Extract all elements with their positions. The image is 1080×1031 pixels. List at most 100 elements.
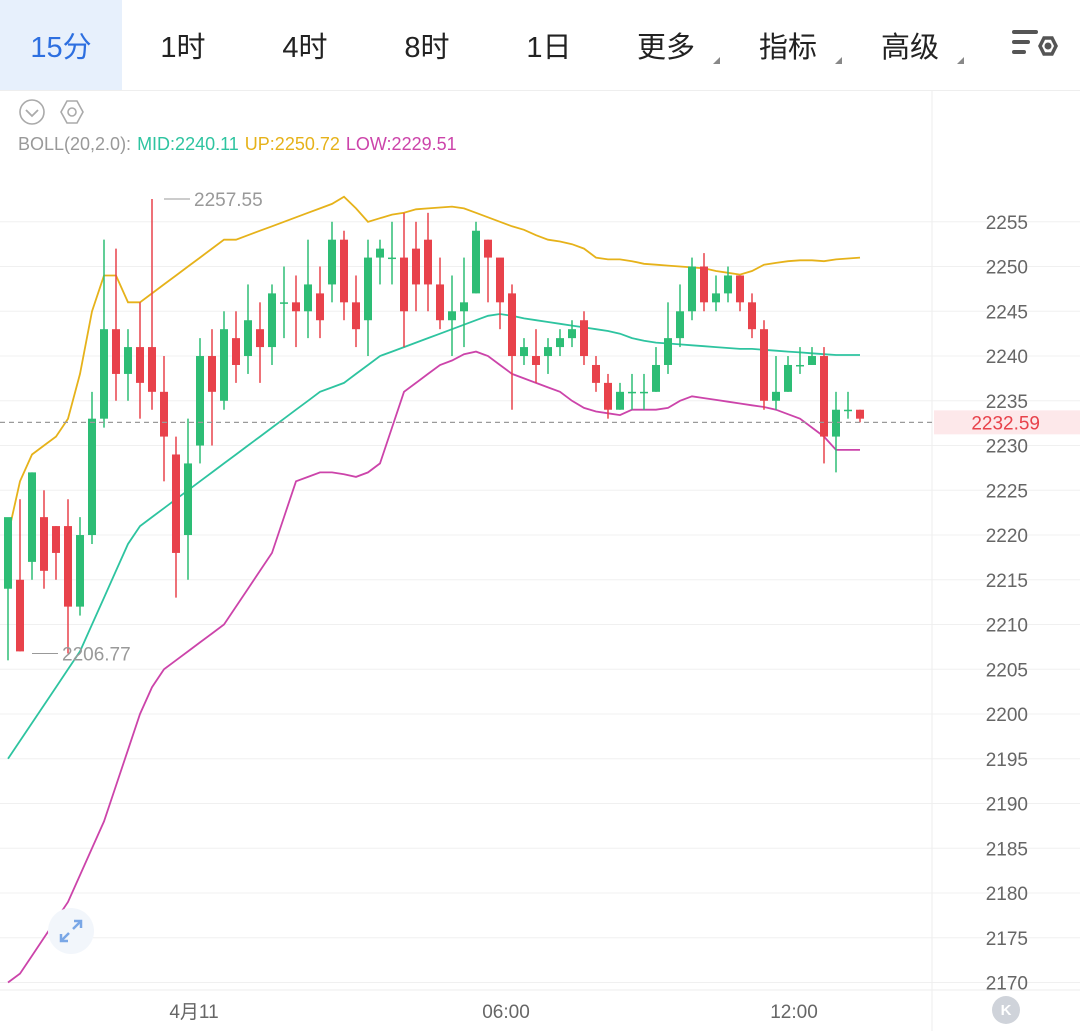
candle-body	[724, 275, 732, 294]
candle-body	[136, 347, 144, 383]
candle-body	[460, 302, 468, 312]
candle-body	[328, 239, 336, 285]
y-tick-label: 2175	[986, 929, 1028, 950]
tab-advanced[interactable]: 高级	[854, 0, 976, 90]
tab-1day[interactable]: 1日	[488, 0, 610, 90]
candle-body	[40, 517, 48, 571]
tab-label: 更多	[636, 32, 695, 64]
y-tick-label: 2245	[986, 302, 1028, 323]
candle-body	[148, 347, 156, 392]
candle-body	[352, 302, 360, 330]
candle-body	[832, 409, 840, 437]
candle-body	[304, 284, 312, 312]
y-tick-label: 2190	[986, 795, 1028, 816]
tab-label: 指标	[758, 32, 817, 64]
x-tick-label: 12:00	[770, 1002, 818, 1023]
tab-8hour[interactable]: 8时	[366, 0, 488, 90]
candle-body	[568, 329, 576, 339]
boll-mid-line	[7, 313, 860, 760]
y-tick-label: 2240	[986, 347, 1028, 368]
tab-label: 1日	[526, 32, 572, 64]
candle-body	[388, 257, 396, 260]
dropdown-caret-icon	[957, 57, 964, 64]
y-tick-label: 2170	[986, 974, 1028, 995]
k-button[interactable]: K	[992, 996, 1020, 1024]
boll-mid-value: MID:2240.11	[137, 134, 239, 154]
tab-4hour[interactable]: 4时	[244, 0, 366, 90]
candle-body	[640, 391, 648, 394]
tab-label: 4时	[282, 32, 328, 64]
boll-up-line	[7, 195, 861, 536]
candle-body	[628, 391, 636, 394]
boll-legend: BOLL(20,2.0): MID:2240.11 UP:2250.72 LOW:22…	[18, 134, 463, 155]
price-annotation: 2257.55	[194, 190, 263, 211]
candle-body	[160, 391, 168, 437]
candle-body	[508, 293, 516, 357]
x-tick-label: 4月11	[169, 1002, 218, 1023]
price-annotation: 2206.77	[62, 644, 131, 665]
y-tick-label: 2195	[986, 750, 1028, 771]
y-tick-label: 2255	[986, 213, 1028, 234]
candle-body	[496, 257, 504, 303]
candle-body	[256, 329, 264, 348]
candle-body	[172, 454, 180, 553]
candle-body	[436, 284, 444, 321]
dropdown-caret-icon	[835, 57, 842, 64]
candle-body	[652, 364, 660, 392]
candle-body	[208, 356, 216, 392]
candle-body	[760, 329, 768, 401]
candle-body	[556, 338, 564, 348]
candle-body	[88, 418, 96, 536]
candle-body	[220, 329, 228, 401]
y-tick-label: 2220	[986, 526, 1028, 547]
candle-body	[364, 257, 372, 321]
candle-body	[184, 463, 192, 536]
candle-body	[808, 356, 816, 365]
tab-label: 8时	[404, 32, 450, 64]
candle-body	[472, 230, 480, 294]
tab-indicators[interactable]: 指标	[732, 0, 854, 90]
candle-body	[376, 248, 384, 258]
y-tick-label: 2230	[986, 437, 1028, 458]
indicator-controls	[18, 98, 86, 126]
chart-settings-icon[interactable]	[1010, 24, 1058, 64]
collapse-chevron-icon[interactable]	[18, 98, 46, 126]
tab-1hour[interactable]: 1时	[122, 0, 244, 90]
candle-body	[340, 239, 348, 303]
y-tick-label: 2225	[986, 481, 1028, 502]
candle-body	[244, 320, 252, 357]
candle-body	[484, 239, 492, 258]
tab-label: 1时	[160, 32, 206, 64]
candle-body	[856, 409, 864, 419]
candle-body	[52, 526, 60, 553]
candle-body	[712, 293, 720, 303]
candlestick-chart[interactable]: 2255 2250 2245 2240 2235 2230 2225 2220 2215 2210…	[0, 90, 1080, 1031]
boll-low-value: LOW:2229.51	[345, 134, 457, 154]
candle-body	[292, 302, 300, 312]
candle-body	[124, 347, 132, 374]
candle-body	[100, 329, 108, 419]
y-tick-label: 2205	[986, 660, 1028, 681]
candle-body	[844, 409, 852, 412]
candle-body	[196, 356, 204, 446]
tab-15min[interactable]: 15分	[0, 0, 122, 90]
candle-body	[532, 356, 540, 365]
x-tick-label: 06:00	[482, 1002, 530, 1023]
last-price-badge	[934, 410, 1080, 435]
timeframe-tabs: 15分 1时 4时 8时 1日 更多 指标 高级	[0, 0, 1080, 91]
candle-body	[736, 275, 744, 303]
candle-body	[544, 347, 552, 357]
y-tick-label: 2235	[986, 392, 1028, 413]
expand-icon[interactable]	[48, 908, 94, 954]
candle-body	[400, 257, 408, 312]
candle-body	[700, 266, 708, 303]
boll-low-line	[7, 350, 860, 984]
y-tick-label: 2200	[986, 705, 1028, 726]
indicator-settings-icon[interactable]	[58, 98, 86, 126]
candle-body	[76, 535, 84, 607]
candle-body	[796, 364, 804, 367]
candle-body	[772, 391, 780, 401]
candle-body	[64, 526, 72, 607]
candle-body	[412, 248, 420, 285]
tab-more[interactable]: 更多	[610, 0, 732, 90]
